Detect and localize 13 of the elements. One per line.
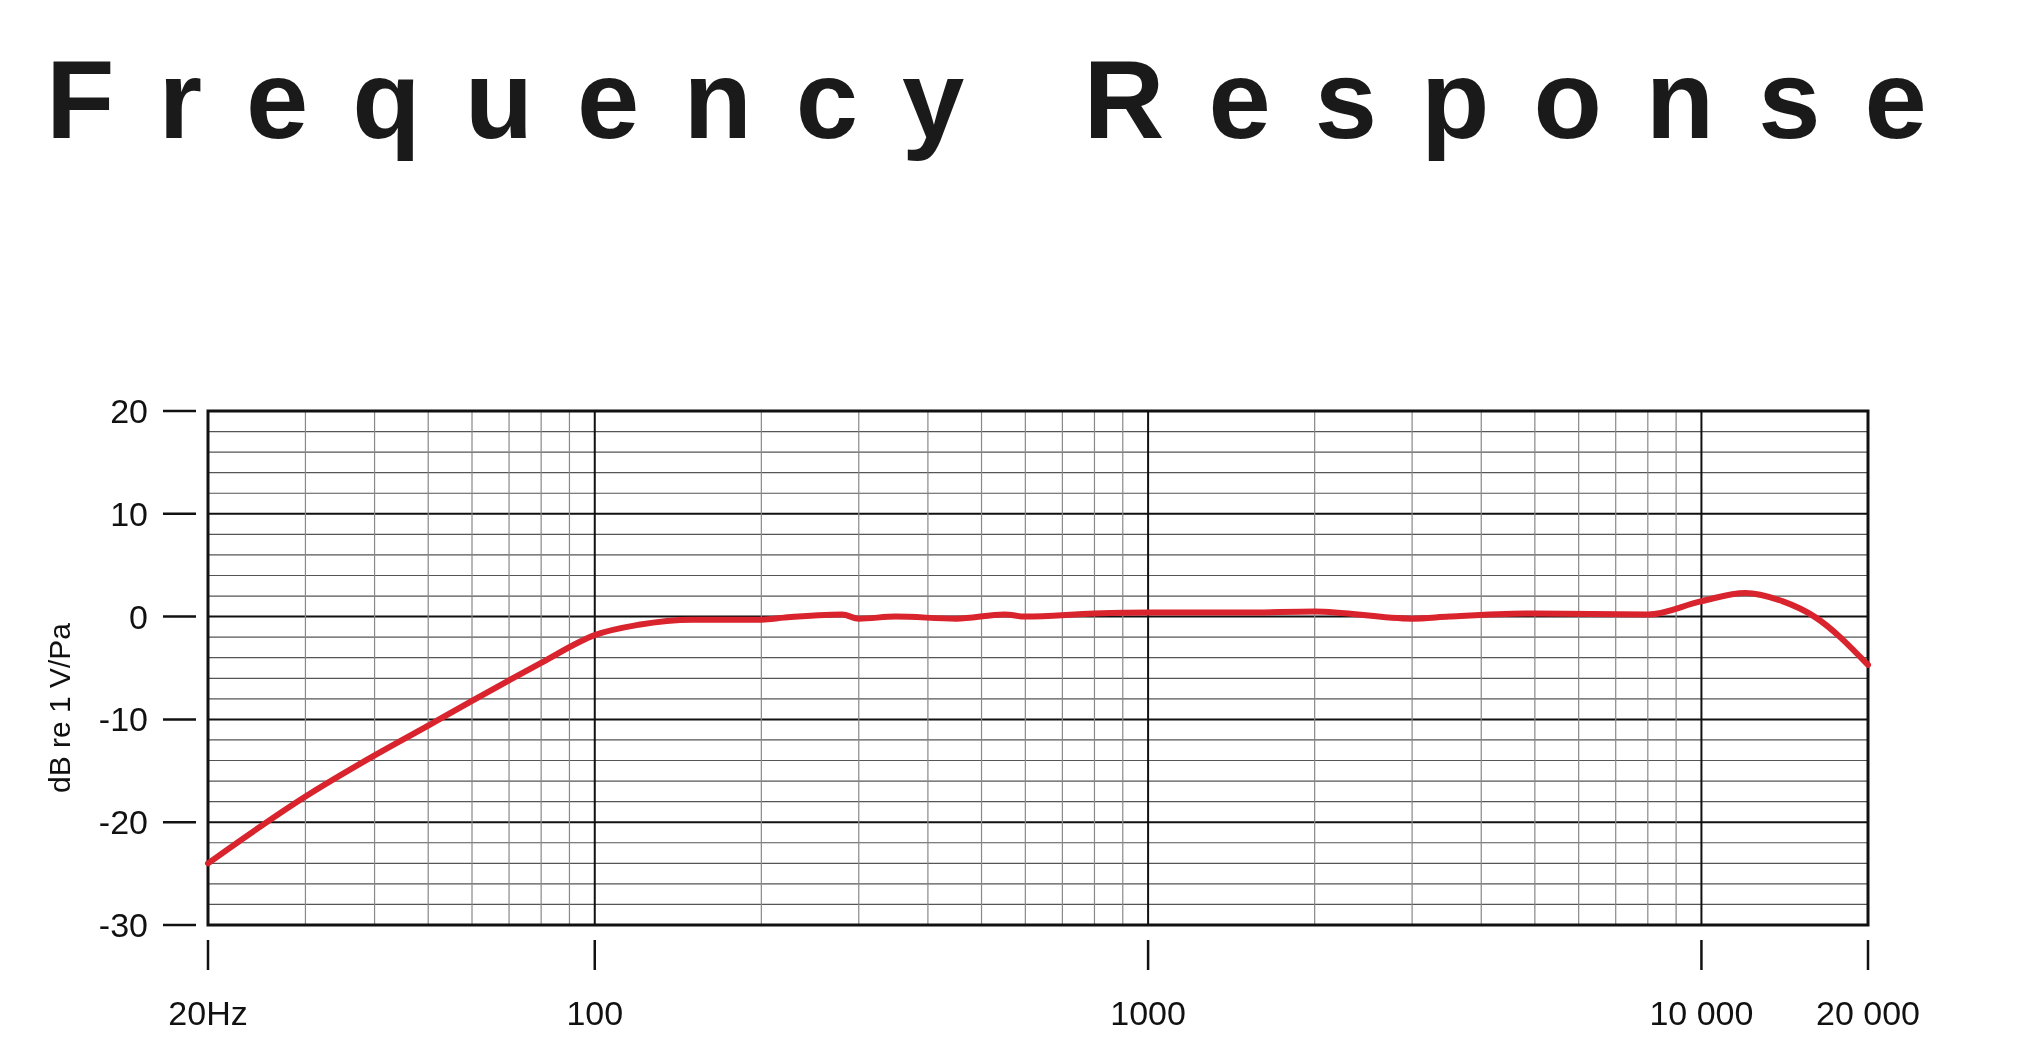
y-tick-label: 10 bbox=[110, 494, 148, 533]
x-tick-label: 20Hz bbox=[168, 994, 248, 1032]
y-tick-label: -10 bbox=[98, 700, 148, 739]
x-tick-label: 10 000 bbox=[1649, 994, 1754, 1032]
y-tick-label: -30 bbox=[98, 905, 148, 944]
x-tick-label: 100 bbox=[566, 994, 624, 1032]
x-tick-label: 20 000 bbox=[1816, 994, 1920, 1032]
chart-title: Frequency Response bbox=[46, 37, 1971, 162]
y-tick-label: -20 bbox=[98, 803, 148, 842]
y-axis-title: dB re 1 V/Pa bbox=[43, 622, 76, 794]
y-tick-label: 0 bbox=[129, 597, 148, 636]
x-tick-label: 1000 bbox=[1110, 994, 1186, 1032]
y-tick-label: 20 bbox=[110, 391, 148, 430]
